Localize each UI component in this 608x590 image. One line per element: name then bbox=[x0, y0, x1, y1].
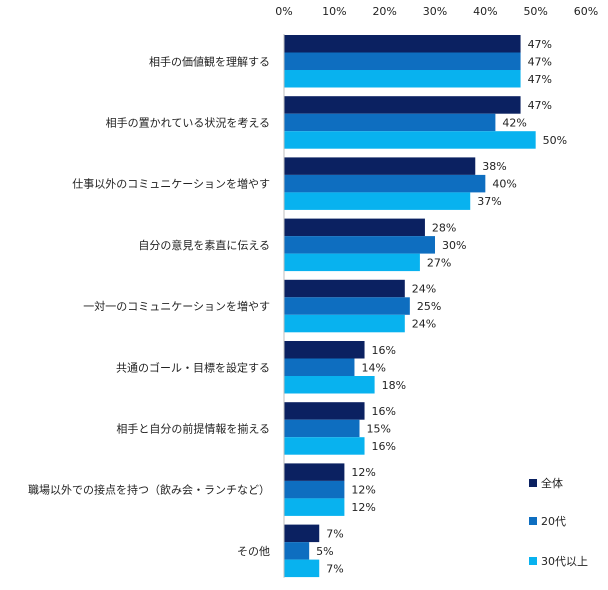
value-label: 18% bbox=[382, 379, 406, 392]
value-label: 12% bbox=[351, 466, 375, 479]
category-label: 自分の意見を素直に伝える bbox=[138, 238, 270, 252]
bar bbox=[284, 358, 355, 376]
value-label: 47% bbox=[528, 99, 552, 112]
value-label: 47% bbox=[528, 73, 552, 86]
bar bbox=[284, 279, 405, 298]
bar bbox=[284, 542, 310, 560]
legend-swatch bbox=[529, 517, 537, 525]
category-label: 相手の価値観を理解する bbox=[149, 54, 270, 68]
value-label: 24% bbox=[412, 283, 436, 296]
value-label: 12% bbox=[351, 484, 375, 497]
bar bbox=[284, 52, 521, 70]
category-label: 相手と自分の前提情報を揃える bbox=[116, 421, 270, 435]
category-label: 相手の置かれている状況を考える bbox=[106, 115, 270, 129]
bar bbox=[284, 113, 496, 132]
value-label: 15% bbox=[367, 422, 391, 435]
bar bbox=[284, 314, 405, 333]
value-label: 16% bbox=[372, 344, 396, 357]
bar bbox=[284, 174, 486, 193]
value-label: 5% bbox=[316, 545, 333, 558]
category-label: 職場以外での接点を持つ（飲み会・ランチなど） bbox=[28, 483, 270, 497]
bar bbox=[284, 402, 365, 420]
category-label: 仕事以外のコミュニケーションを増やす bbox=[72, 178, 270, 191]
bar bbox=[284, 376, 375, 394]
value-label: 16% bbox=[372, 405, 396, 418]
legend-label: 全体 bbox=[541, 476, 563, 490]
value-label: 50% bbox=[543, 134, 567, 147]
legend-label: 30代以上 bbox=[541, 555, 588, 568]
value-labels: 47%47%47%47%42%50%38%40%37%28%30%27%24%2… bbox=[316, 38, 567, 576]
bar bbox=[284, 419, 360, 438]
value-label: 47% bbox=[528, 38, 552, 51]
value-label: 40% bbox=[492, 178, 516, 191]
bar bbox=[284, 157, 476, 175]
value-label: 12% bbox=[351, 501, 375, 514]
bar bbox=[284, 192, 471, 210]
value-label: 7% bbox=[326, 527, 343, 540]
bar bbox=[284, 297, 410, 315]
value-label: 24% bbox=[412, 318, 436, 331]
x-tick-label: 60% bbox=[574, 5, 598, 18]
category-label: 共通のゴール・目標を設定する bbox=[116, 360, 270, 374]
bar bbox=[284, 131, 536, 149]
bar bbox=[284, 559, 320, 578]
value-label: 37% bbox=[477, 195, 501, 208]
bar bbox=[284, 480, 345, 499]
bar bbox=[284, 236, 435, 254]
bar bbox=[284, 96, 521, 114]
value-label: 14% bbox=[361, 361, 385, 374]
bar bbox=[284, 218, 425, 237]
x-tick-label: 40% bbox=[473, 5, 497, 18]
value-label: 28% bbox=[432, 221, 456, 234]
bar bbox=[284, 524, 320, 543]
value-label: 47% bbox=[528, 55, 552, 68]
bar bbox=[284, 253, 420, 272]
bar bbox=[284, 35, 521, 53]
value-label: 27% bbox=[427, 256, 451, 269]
bar bbox=[284, 498, 345, 516]
x-tick-label: 20% bbox=[372, 5, 396, 18]
bar bbox=[284, 70, 521, 88]
value-label: 16% bbox=[372, 440, 396, 453]
legend-label: 20代 bbox=[541, 515, 566, 528]
x-tick-label: 0% bbox=[275, 5, 292, 18]
bars bbox=[283, 34, 536, 578]
x-tick-label: 30% bbox=[423, 5, 447, 18]
legend-swatch bbox=[529, 557, 537, 565]
category-label: その他 bbox=[237, 545, 270, 558]
x-tick-label: 50% bbox=[523, 5, 547, 18]
bar bbox=[284, 341, 365, 359]
value-label: 30% bbox=[442, 239, 466, 252]
value-label: 25% bbox=[417, 300, 441, 313]
bar bbox=[284, 437, 365, 455]
legend: 全体 20代 30代以上 bbox=[529, 476, 588, 568]
value-label: 42% bbox=[502, 116, 526, 129]
category-label: 一対一のコミュニケーションを増やす bbox=[83, 299, 270, 313]
category-labels: 相手の価値観を理解する相手の置かれている状況を考える仕事以外のコミュニケーション… bbox=[28, 54, 270, 558]
x-tick-label: 10% bbox=[322, 5, 346, 18]
legend-swatch bbox=[529, 479, 537, 487]
bar bbox=[284, 463, 345, 481]
x-axis-ticks: 0% 10% 20% 30% 40% 50% 60% bbox=[275, 5, 598, 18]
value-label: 38% bbox=[482, 160, 506, 173]
value-label: 7% bbox=[326, 562, 343, 575]
